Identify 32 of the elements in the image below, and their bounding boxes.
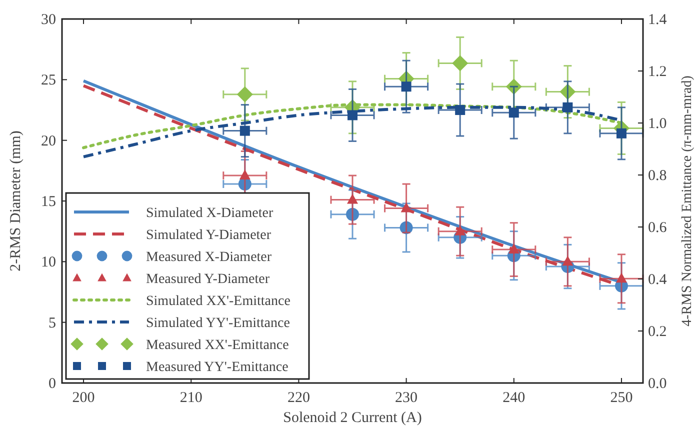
x-tick-label: 230 bbox=[395, 390, 418, 406]
y2-tick-label: 1.0 bbox=[648, 116, 667, 132]
x-tick-label: 210 bbox=[180, 390, 202, 406]
y-tick-label: 10 bbox=[41, 254, 56, 271]
y2-tick-label: 0.6 bbox=[648, 220, 668, 236]
legend-label: Simulated X-Diameter bbox=[146, 206, 274, 221]
y2-tick-label: 1.2 bbox=[648, 64, 667, 80]
legend-label: Simulated Y-Diameter bbox=[146, 228, 272, 243]
legend-label: Measured XX'-Emittance bbox=[146, 338, 289, 353]
y2-tick-label: 0.8 bbox=[648, 168, 667, 184]
y2-axis-title: 4-RMS Normalized Emittance (π-mm-mrad) bbox=[680, 75, 695, 326]
y2-tick-label: 0.0 bbox=[648, 376, 667, 392]
y-tick-label: 25 bbox=[41, 72, 56, 89]
legend-label: Simulated XX'-Emittance bbox=[146, 294, 290, 309]
x-tick-label: 240 bbox=[502, 390, 526, 406]
y-axis-title: 2-RMS Diameter (mm) bbox=[8, 130, 24, 272]
y-tick-label: 5 bbox=[48, 315, 56, 332]
y-tick-label: 15 bbox=[41, 194, 56, 210]
x-tick-label: 200 bbox=[72, 390, 95, 406]
x-tick-label: 250 bbox=[610, 390, 633, 406]
y-tick-label: 0 bbox=[48, 376, 56, 392]
y2-tick-label: 0.2 bbox=[648, 324, 667, 340]
legend-label: Measured YY'-Emittance bbox=[146, 360, 288, 375]
x-tick-label: 220 bbox=[287, 390, 310, 406]
y-tick-label: 30 bbox=[41, 12, 56, 28]
x-axis-title: Solenoid 2 Current (A) bbox=[283, 410, 422, 426]
y-tick-label: 20 bbox=[41, 133, 56, 150]
legend-label: Measured Y-Diameter bbox=[146, 272, 270, 287]
legend-label: Simulated YY'-Emittance bbox=[146, 316, 290, 331]
y2-tick-label: 0.4 bbox=[648, 272, 668, 288]
y2-tick-label: 1.4 bbox=[648, 12, 668, 28]
legend-label: Measured X-Diameter bbox=[146, 250, 272, 265]
